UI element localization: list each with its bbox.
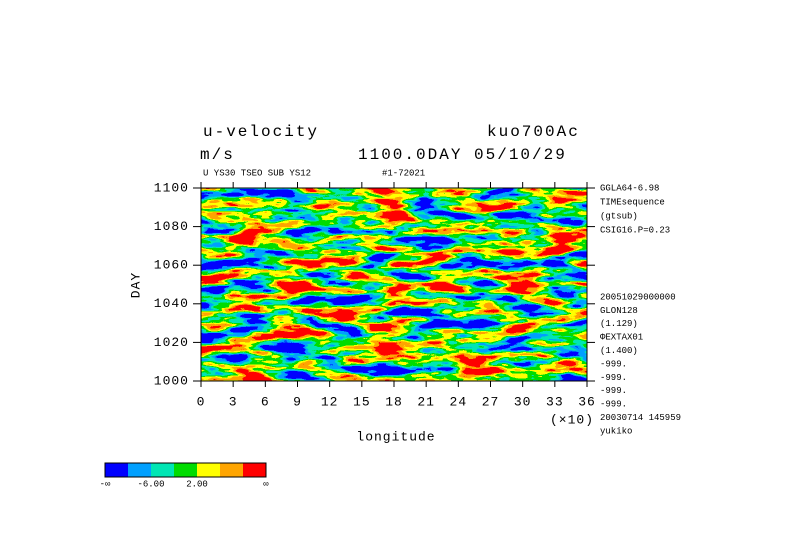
- note: ΦEXTAX01: [600, 333, 643, 343]
- y-tick-label: 1060: [154, 258, 189, 273]
- note: GGLA64-6.98: [600, 183, 659, 193]
- colorbar-box: [174, 463, 197, 477]
- x-tick-label: 21: [417, 394, 435, 409]
- colorbar-box: [243, 463, 266, 477]
- run-id: #1-72021: [382, 168, 425, 178]
- note: -999.: [600, 359, 627, 369]
- x-tick-label: 3: [229, 394, 238, 409]
- unit: m/s: [200, 146, 235, 164]
- note: -999.: [600, 386, 627, 396]
- time-label: 1100.0DAY 05/10/29: [358, 146, 567, 164]
- colorbar-box: [197, 463, 220, 477]
- colorbar-label: 2.00: [186, 479, 208, 489]
- note: (1.400): [600, 346, 638, 356]
- x-tick-label: 9: [293, 394, 302, 409]
- y-label: DAY: [128, 272, 143, 298]
- x-tick-label: 6: [261, 394, 270, 409]
- note: yukiko: [600, 426, 632, 436]
- x-tick-label: 15: [353, 394, 371, 409]
- field: [201, 188, 587, 381]
- x-tick-label: 24: [450, 394, 468, 409]
- note: CSIG16.P=0.23: [600, 225, 670, 235]
- x-tick-label: 33: [546, 394, 564, 409]
- x-tick-label: 12: [321, 394, 339, 409]
- subtitle: U YS30 TSEO SUB YS12: [203, 168, 311, 178]
- y-tick-label: 1100: [154, 180, 189, 195]
- y-tick-label: 1020: [154, 335, 189, 350]
- x-tick-label: 36: [578, 394, 596, 409]
- x-scale: (×10): [550, 412, 594, 427]
- note: 20030714 145959: [600, 413, 681, 423]
- colorbar-box: [128, 463, 151, 477]
- y-tick-label: 1080: [154, 219, 189, 234]
- colorbar-frame: [104, 462, 267, 478]
- note: -999.: [600, 373, 627, 383]
- x-label: longitude: [356, 429, 435, 444]
- x-tick-label: 30: [514, 394, 532, 409]
- note: (1.129): [600, 319, 638, 329]
- y-tick-label: 1040: [154, 296, 189, 311]
- note: -999.: [600, 400, 627, 410]
- y-tick-label: 1000: [154, 373, 189, 388]
- note: (gtsub): [600, 211, 638, 221]
- x-tick-label: 0: [197, 394, 206, 409]
- colorbar-label: ∞: [263, 479, 269, 489]
- x-tick-label: 18: [385, 394, 403, 409]
- colorbar-box: [105, 463, 128, 477]
- experiment: kuo700Ac: [487, 123, 580, 141]
- colorbar-label: -6.00: [137, 479, 164, 489]
- note: TIMEsequence: [600, 197, 665, 207]
- x-tick-label: 27: [482, 394, 500, 409]
- note: 20051029000000: [600, 292, 676, 302]
- colorbar-label: -∞: [100, 479, 111, 489]
- colorbar-box: [220, 463, 243, 477]
- colorbar-box: [151, 463, 174, 477]
- note: GLON128: [600, 306, 638, 316]
- title: u-velocity: [203, 123, 319, 141]
